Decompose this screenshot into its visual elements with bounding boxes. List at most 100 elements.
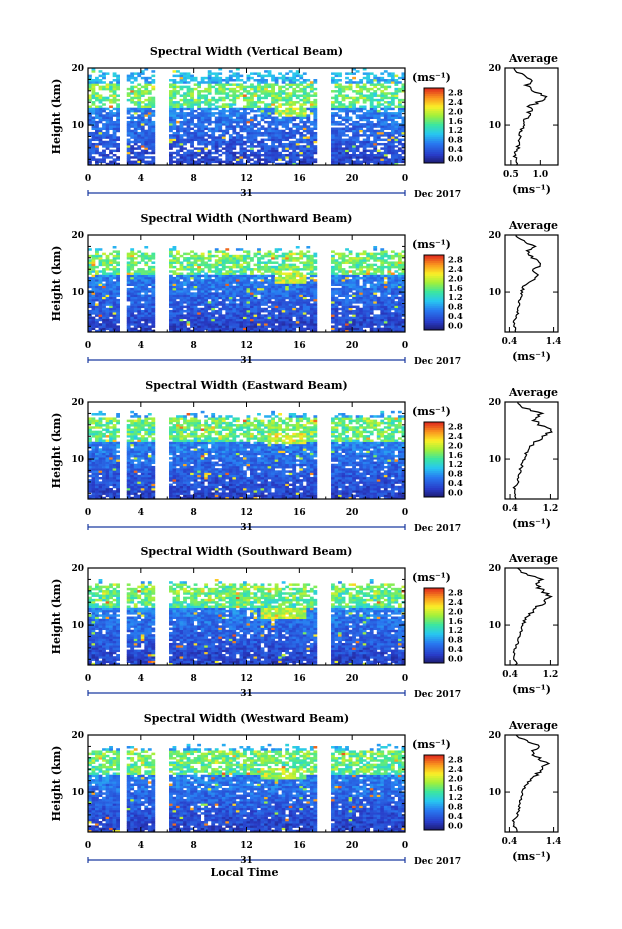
heatmap-cell xyxy=(140,94,145,97)
heatmap-cell xyxy=(302,303,307,306)
heatmap-cell xyxy=(334,131,339,135)
heatmap-cell xyxy=(267,283,272,286)
heatmap-cell xyxy=(239,320,244,324)
heatmap-cell xyxy=(373,156,378,159)
heatmap-cell xyxy=(264,309,268,313)
heatmap-cell xyxy=(355,114,360,117)
heatmap-cell xyxy=(376,257,381,260)
heatmap-cell xyxy=(211,325,216,328)
heatmap-cell xyxy=(239,259,244,262)
heatmap-cell xyxy=(302,72,307,75)
heatmap-cell xyxy=(239,305,244,309)
heatmap-cell xyxy=(345,72,349,75)
heatmap-cell xyxy=(137,118,142,122)
heatmap-cell xyxy=(116,142,120,146)
heatmap-cell xyxy=(102,296,106,300)
heatmap-cell xyxy=(190,263,194,267)
heatmap-cell xyxy=(186,303,191,306)
heatmap-cell xyxy=(264,127,268,131)
heatmap-cell xyxy=(397,81,402,84)
heatmap-cell xyxy=(250,259,254,262)
heatmap-cell xyxy=(228,79,233,82)
heatmap-cell xyxy=(281,290,286,293)
heatmap-cell xyxy=(211,314,216,317)
heatmap-cell xyxy=(338,320,342,324)
heatmap-cell xyxy=(228,127,233,131)
heatmap-cell xyxy=(151,292,156,295)
heatmap-cell xyxy=(130,298,135,302)
heatmap-cell xyxy=(105,112,110,115)
heatmap-cell xyxy=(88,156,92,159)
heatmap-cell xyxy=(313,309,318,313)
heatmap-cell xyxy=(285,116,290,119)
heatmap-cell xyxy=(352,125,356,128)
heatmap-cell xyxy=(133,76,138,80)
heatmap-cell xyxy=(355,131,360,135)
heatmap-cell xyxy=(257,327,261,331)
heatmap-cell xyxy=(186,112,191,115)
heatmap-cell xyxy=(380,162,385,166)
heatmap-cell xyxy=(130,294,135,298)
heatmap-cell xyxy=(140,76,145,80)
heatmap-cell xyxy=(186,127,191,131)
heatmap-cell xyxy=(380,147,385,150)
heatmap-cell xyxy=(116,270,120,273)
heatmap-cell xyxy=(144,147,149,150)
heatmap-cell xyxy=(172,272,177,275)
heatmap-cell xyxy=(190,292,194,295)
heatmap-cell xyxy=(338,323,342,326)
heatmap-cell xyxy=(267,145,272,148)
heatmap-cell xyxy=(260,92,265,95)
heatmap-cell xyxy=(366,116,371,119)
heatmap-cell xyxy=(116,329,120,333)
heatmap-cell xyxy=(267,94,272,97)
heatmap-cell xyxy=(250,318,254,322)
heatmap-cell xyxy=(88,96,92,100)
heatmap-cell xyxy=(271,120,275,124)
heatmap-cell xyxy=(366,90,371,93)
heatmap-cell xyxy=(221,250,226,253)
heatmap-cell xyxy=(387,118,392,122)
heatmap-cell xyxy=(274,296,279,300)
heatmap-cell xyxy=(88,263,92,267)
heatmap-cell xyxy=(169,276,173,280)
heatmap-cell xyxy=(338,294,342,298)
heatmap-cell xyxy=(183,118,187,122)
heatmap-cell xyxy=(246,101,251,104)
heatmap-cell xyxy=(221,134,226,137)
heatmap-cell xyxy=(359,96,364,100)
heatmap-cell xyxy=(306,312,311,315)
heatmap-cell xyxy=(130,265,135,269)
heatmap-cell xyxy=(242,142,247,146)
heatmap-cell xyxy=(369,83,374,86)
heatmap-cell xyxy=(281,129,286,133)
heatmap-cell xyxy=(133,103,138,106)
heatmap-cell xyxy=(373,149,378,153)
heatmap-cell xyxy=(352,98,356,102)
heatmap-cell xyxy=(102,283,106,286)
heatmap-cell xyxy=(214,250,219,253)
heatmap-cell xyxy=(373,114,378,117)
heatmap-cell xyxy=(380,131,385,135)
heatmap-cell xyxy=(309,105,314,108)
heatmap-cell xyxy=(172,105,177,108)
heatmap-cell xyxy=(334,296,339,300)
heatmap-cell xyxy=(130,254,135,258)
heatmap-cell xyxy=(380,329,385,333)
heatmap-cell xyxy=(242,329,247,333)
heatmap-cell xyxy=(267,103,272,106)
heatmap-cell xyxy=(341,94,346,97)
heatmap-cell xyxy=(239,301,244,304)
heatmap-cell xyxy=(376,318,381,322)
heatmap-cell xyxy=(193,296,198,300)
heatmap-cell xyxy=(352,105,356,108)
heatmap-cell xyxy=(253,123,258,126)
colorbar-step xyxy=(424,103,444,106)
heatmap-cell xyxy=(362,314,367,317)
heatmap-cell xyxy=(112,270,117,273)
heatmap-cell xyxy=(369,301,374,304)
heatmap-cell xyxy=(288,303,293,306)
heatmap-cell xyxy=(140,276,145,280)
heatmap-cell xyxy=(214,320,219,324)
heatmap-cell xyxy=(295,287,300,291)
